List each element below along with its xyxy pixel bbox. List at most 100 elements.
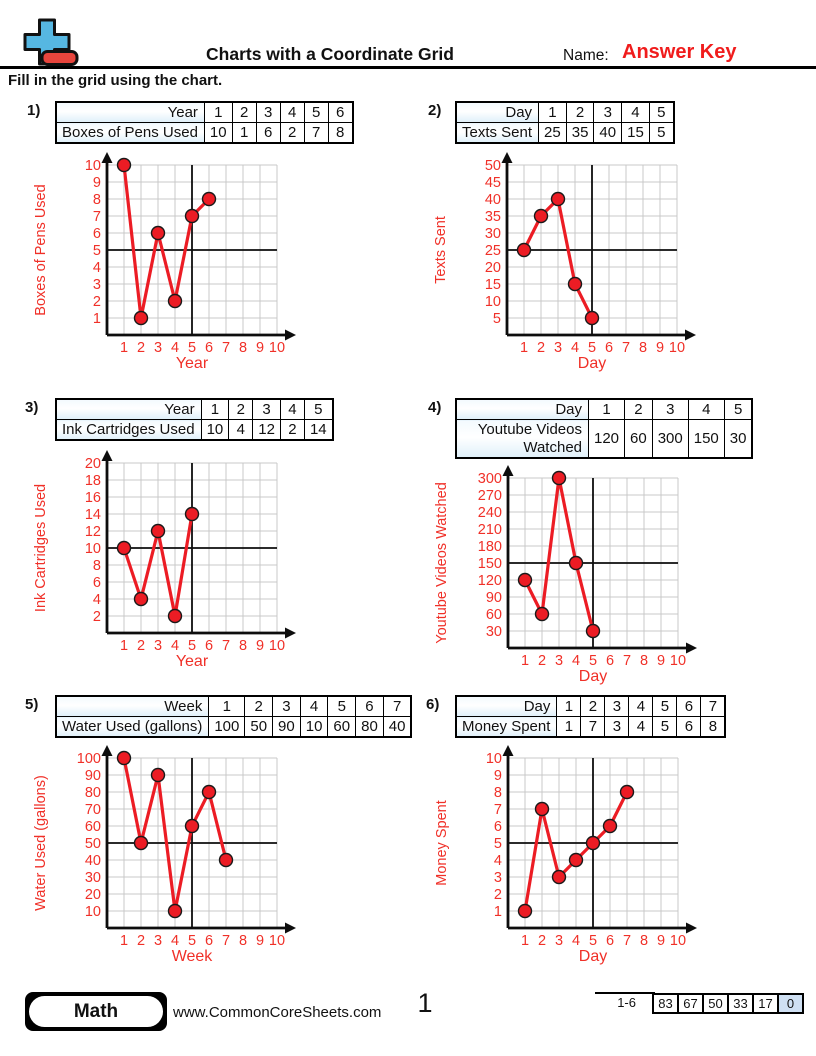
x-tick-label: 7 [222,340,230,356]
y-axis-arrow [502,465,514,476]
chart-svg: 1 2 3 4 5 6 7 8 9 10102030405060708090100WeekWate… [33,745,296,965]
y-tick-label: 35 [485,209,501,225]
value-cell: 10 [299,716,329,738]
data-point [184,818,200,834]
x-tick-label: 2 [137,638,145,654]
value-cell: 3 [593,101,623,123]
x-tick-label: 3 [154,340,162,356]
value-cell: 5 [303,101,329,123]
y-tick-label: 20 [485,260,501,276]
x-tick-label: 1 [520,340,528,356]
page-title: Charts with a Coordinate Grid [206,44,454,64]
y-tick-label: 2 [494,887,502,903]
x-tick-label: 5 [588,340,596,356]
y-tick-label: 16 [85,490,101,506]
y-tick-label: 14 [85,507,101,523]
x-tick-label: 6 [205,340,213,356]
y-tick-label: 30 [485,226,501,242]
x-tick-label: 1 [521,653,529,669]
data-table: Day 1 2 3 4 5 Texts Sent 25 35 40 15 5 [455,101,675,144]
x-tick-label: 3 [154,933,162,949]
value-cell: 2 [279,419,305,441]
score-box: 67 [677,993,704,1014]
data-point [167,608,183,624]
x-tick-label: 4 [171,340,179,356]
y-tick-label: 300 [478,471,502,487]
value-cell: 80 [355,716,384,738]
x-tick-label: 10 [670,933,686,949]
x-tick-label: 8 [640,933,648,949]
row-label-cell: Boxes of Pens Used [55,122,205,144]
instructions: Fill in the grid using the chart. [8,72,223,89]
problem-number: 2) [428,102,442,119]
name-value: Answer Key [622,41,737,63]
value-cell: 5 [648,122,675,144]
data-point [551,470,567,486]
y-tick-label: 18 [85,473,101,489]
value-cell: 4 [279,101,305,123]
value-cell: 35 [565,122,595,144]
row-label-cell: Week [55,695,210,717]
x-tick-label: 8 [239,638,247,654]
value-cell: 3 [252,398,281,420]
data-point [567,276,583,292]
value-cell: 5 [652,716,678,738]
y-tick-label: 40 [85,853,101,869]
value-cell: 40 [382,716,412,738]
x-tick-label: 7 [622,340,630,356]
data-point [533,208,549,224]
row-label-cell: Texts Sent [455,122,540,144]
y-tick-label: 30 [85,870,101,886]
y-tick-label: 6 [93,575,101,591]
x-tick-label: 2 [137,933,145,949]
x-tick-label: 4 [571,340,579,356]
x-tick-label: 7 [623,933,631,949]
y-tick-label: 10 [85,158,101,174]
value-cell: 2 [624,398,653,421]
y-tick-label: 6 [93,226,101,242]
x-tick-label: 7 [222,933,230,949]
x-tick-label: 8 [239,340,247,356]
x-tick-label: 6 [205,638,213,654]
x-tick-label: 4 [572,933,580,949]
y-axis-title: Texts Sent [433,216,449,284]
x-tick-label: 1 [120,340,128,356]
problem-number: 1) [27,102,41,119]
data-point [116,540,132,556]
y-axis-title: Boxes of Pens Used [33,184,49,315]
y-tick-label: 25 [485,243,501,259]
value-cell: 2 [279,122,305,144]
data-point [133,591,149,607]
row-label-cell: Ink Cartridges Used [55,419,202,441]
data-line [122,164,211,319]
y-tick-label: 90 [85,768,101,784]
y-axis-title: Youtube Videos Watched [434,482,450,644]
y-tick-label: 180 [478,539,502,555]
y-tick-label: 50 [485,158,501,174]
value-cell: 4 [628,695,654,717]
value-cell: 10 [200,419,230,441]
value-cell: 6 [327,101,354,123]
x-axis-title: Year [176,653,209,670]
x-tick-label: 2 [137,340,145,356]
y-tick-label: 5 [493,311,501,327]
x-tick-label: 4 [171,638,179,654]
value-cell: 4 [687,398,725,421]
y-tick-label: 9 [93,175,101,191]
data-point [516,242,532,258]
x-tick-label: 9 [657,653,665,669]
x-tick-label: 10 [269,638,285,654]
value-cell: 4 [628,716,654,738]
y-tick-label: 10 [486,751,502,767]
value-cell: 15 [621,122,650,144]
data-point [534,801,550,817]
x-axis-arrow [686,922,697,934]
data-point [184,506,200,522]
value-cell: 3 [604,695,630,717]
row-label-cell: Day [455,101,540,123]
y-axis-arrow [101,450,113,461]
value-cell: 25 [538,122,567,144]
x-axis-arrow [685,329,696,341]
x-tick-label: 9 [657,933,665,949]
